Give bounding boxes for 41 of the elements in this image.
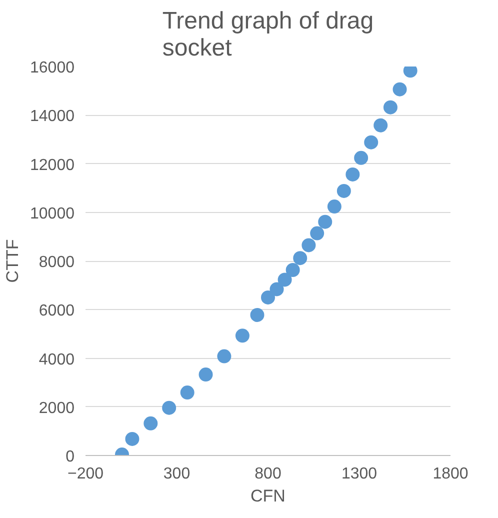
- point: [250, 308, 264, 322]
- x-tick-label: 1800: [432, 466, 468, 482]
- x-tick-label: 1300: [341, 466, 378, 482]
- x-tick-label: 300: [163, 466, 190, 482]
- y-tick-label: 4000: [38, 351, 75, 368]
- point: [354, 150, 368, 165]
- point: [302, 238, 316, 252]
- point: [198, 368, 213, 382]
- point: [162, 400, 176, 415]
- point: [293, 251, 308, 266]
- point: [364, 135, 378, 150]
- y-tick-label: 6000: [38, 302, 75, 320]
- chart-title: Trend graph of drag socket: [162, 8, 374, 62]
- point: [261, 290, 275, 304]
- point: [318, 214, 332, 229]
- y-tick-label: 2000: [38, 400, 75, 417]
- y-tick-label: 14000: [30, 108, 75, 126]
- x-tick-label: −200: [67, 466, 104, 482]
- x-axis-title: CFN: [250, 486, 286, 506]
- point: [336, 184, 351, 198]
- y-tick-label: 0: [66, 448, 75, 466]
- point: [180, 386, 194, 400]
- y-tick-label: 8000: [38, 254, 75, 271]
- point: [374, 118, 388, 132]
- point: [286, 263, 300, 277]
- point: [278, 272, 292, 287]
- point: [235, 328, 250, 343]
- point: [144, 416, 158, 430]
- point: [217, 349, 232, 364]
- x-tick-label: 800: [254, 466, 282, 482]
- y-tick-label: 16000: [30, 60, 75, 76]
- y-tick-label: 12000: [30, 156, 75, 174]
- y-tick-label: 10000: [30, 205, 75, 222]
- point: [125, 432, 140, 446]
- point: [310, 226, 324, 240]
- point: [270, 282, 284, 296]
- point: [392, 82, 407, 96]
- y-axis-title: CTTF: [3, 239, 22, 283]
- point: [346, 167, 360, 182]
- point: [383, 100, 398, 114]
- point: [327, 200, 342, 214]
